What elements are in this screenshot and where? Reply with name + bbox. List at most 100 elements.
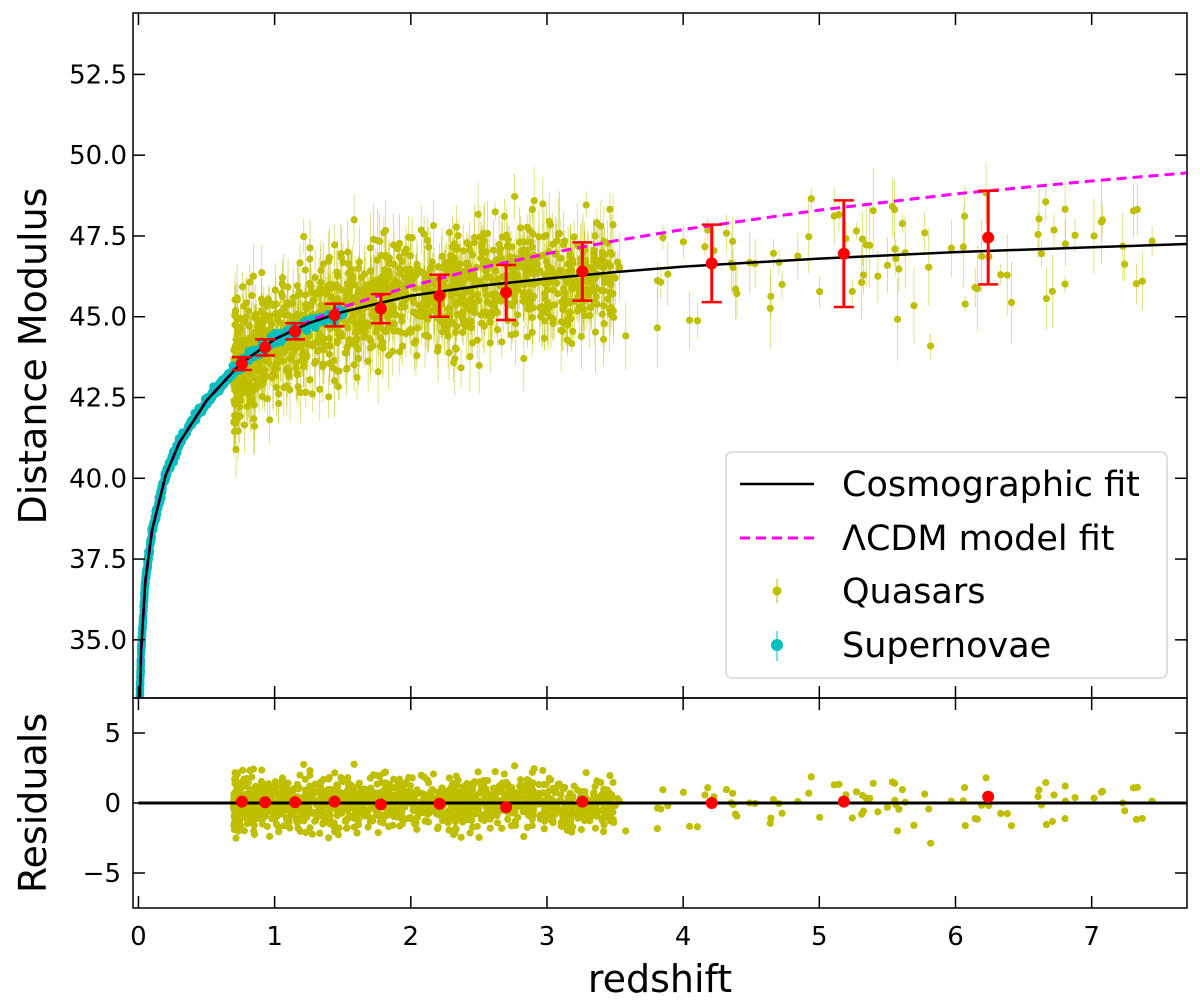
- residual-quasar-point: [471, 780, 478, 787]
- quasar-point: [496, 249, 503, 256]
- quasar-point: [476, 362, 483, 369]
- quasar-point: [309, 390, 316, 397]
- quasar-point: [565, 279, 572, 286]
- residual-quasar-point: [294, 781, 301, 788]
- residual-quasar-point: [501, 770, 508, 777]
- residual-quasar-point: [373, 781, 380, 788]
- quasar-point: [311, 360, 318, 367]
- quasar-point: [1042, 198, 1049, 205]
- quasar-point: [459, 293, 466, 300]
- residual-quasar-point: [694, 823, 701, 830]
- quasar-point: [343, 365, 350, 372]
- quasar-point: [1062, 240, 1069, 247]
- quasar-point: [419, 301, 426, 308]
- quasar-point: [539, 252, 546, 259]
- quasar-point: [1099, 216, 1106, 223]
- legend-label-cosmographic: Cosmographic fit: [842, 465, 1140, 505]
- quasar-point: [285, 373, 292, 380]
- quasar-point: [583, 201, 590, 208]
- residual-quasar-point: [1139, 815, 1146, 822]
- quasar-point: [565, 260, 572, 267]
- quasar-point: [858, 279, 865, 286]
- quasar-point: [492, 208, 499, 215]
- quasar-point: [410, 309, 417, 316]
- quasar-point: [457, 364, 464, 371]
- residual-quasar-point: [701, 791, 708, 798]
- quasar-point: [581, 312, 588, 319]
- quasar-point: [296, 259, 303, 266]
- residual-quasar-point: [504, 783, 511, 790]
- residual-quasar-point: [483, 804, 490, 811]
- quasar-point: [453, 346, 460, 353]
- residual-quasar-point: [492, 768, 499, 775]
- residual-quasar-point: [325, 834, 332, 841]
- quasar-point: [439, 253, 446, 260]
- residual-quasar-point: [590, 790, 597, 797]
- quasar-point: [571, 233, 578, 240]
- quasar-point: [481, 308, 488, 315]
- quasar-point: [425, 333, 432, 340]
- bin-point: [375, 303, 387, 315]
- quasar-point: [317, 267, 324, 274]
- quasar-point: [778, 281, 785, 288]
- quasar-point: [770, 250, 777, 257]
- residual-quasar-point: [961, 784, 968, 791]
- quasar-point: [475, 296, 482, 303]
- quasar-point: [529, 230, 536, 237]
- quasar-point: [541, 317, 548, 324]
- quasar-point: [377, 334, 384, 341]
- quasar-point: [430, 306, 437, 313]
- residual-quasar-point: [539, 767, 546, 774]
- quasar-point: [874, 273, 881, 280]
- quasar-point: [316, 386, 323, 393]
- quasar-point: [326, 254, 333, 261]
- quasar-point: [246, 278, 253, 285]
- quasar-point: [412, 337, 419, 344]
- residual-quasar-point: [925, 805, 932, 812]
- residual-quasar-point: [578, 826, 585, 833]
- bin-point: [706, 257, 718, 269]
- quasar-point: [366, 335, 373, 342]
- quasar-point: [612, 274, 619, 281]
- quasar-point: [351, 216, 358, 223]
- bin-point: [433, 290, 445, 302]
- quasar-point: [1133, 280, 1140, 287]
- quasar-point: [592, 329, 599, 336]
- residual-quasar-point: [365, 823, 372, 830]
- quasar-point: [353, 374, 360, 381]
- residual-quasar-point: [578, 788, 585, 795]
- quasar-point: [302, 291, 309, 298]
- quasar-point: [367, 267, 374, 274]
- quasar-point: [1035, 215, 1042, 222]
- quasar-point: [895, 265, 902, 272]
- quasar-point: [377, 343, 384, 350]
- quasar-point: [1049, 288, 1056, 295]
- quasar-point: [511, 193, 518, 200]
- quasar-point: [235, 401, 242, 408]
- quasar-point: [374, 237, 381, 244]
- quasar-point: [258, 269, 265, 276]
- quasar-point: [607, 281, 614, 288]
- legend-swatch-quasars: [773, 587, 782, 596]
- quasar-point: [267, 300, 274, 307]
- quasar-point: [383, 277, 390, 284]
- quasar-point: [266, 416, 273, 423]
- quasar-point: [962, 300, 969, 307]
- quasar-point: [389, 302, 396, 309]
- quasar-point: [230, 419, 237, 426]
- quasar-point: [355, 355, 362, 362]
- quasar-point: [866, 242, 873, 249]
- quasar-point: [568, 267, 575, 274]
- quasar-point: [294, 383, 301, 390]
- quasar-point: [244, 403, 251, 410]
- quasar-point: [567, 309, 574, 316]
- quasar-point: [375, 368, 382, 375]
- quasar-point: [560, 241, 567, 248]
- residual-quasar-point: [899, 786, 906, 793]
- legend-label-lcdm: ΛCDM model fit: [842, 519, 1115, 559]
- quasar-point: [348, 266, 355, 273]
- quasar-point: [338, 332, 345, 339]
- quasar-point: [733, 290, 740, 297]
- quasar-point: [245, 390, 252, 397]
- quasar-point: [251, 401, 258, 408]
